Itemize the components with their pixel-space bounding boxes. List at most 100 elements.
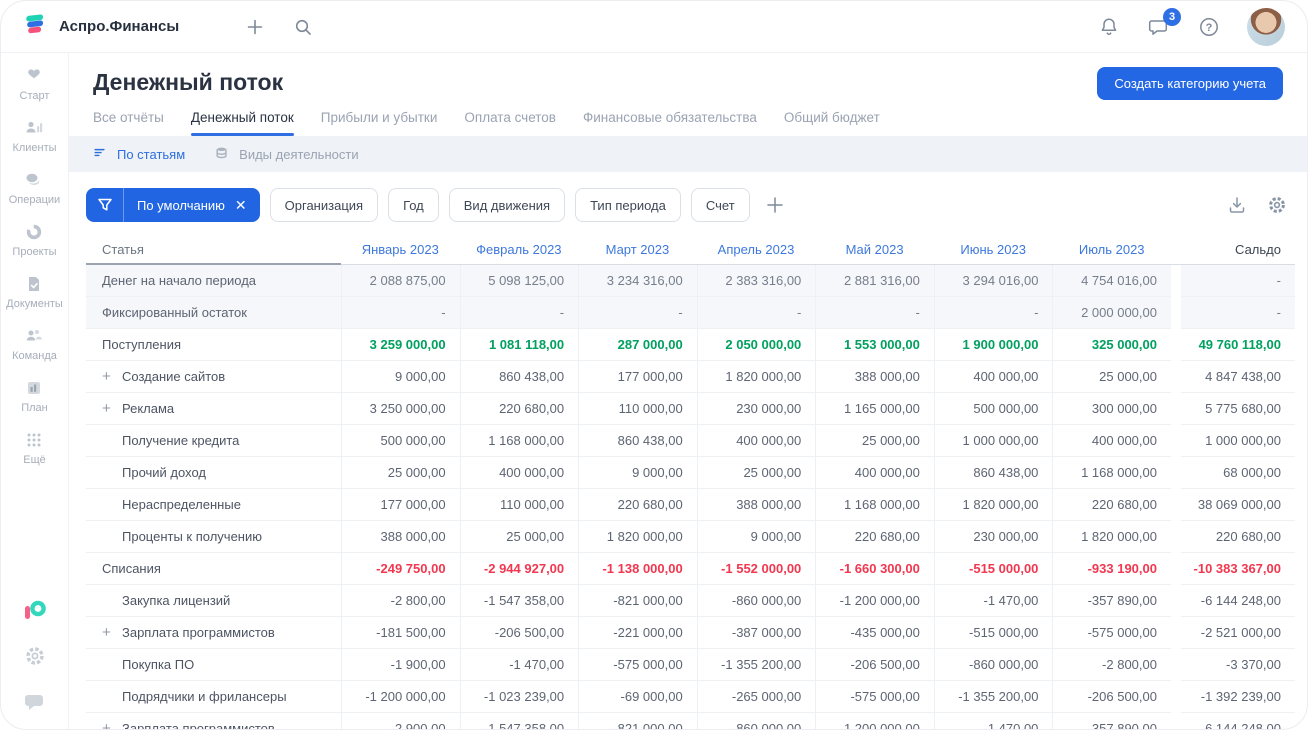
row-label-cell: Денег на начало периода bbox=[86, 265, 341, 297]
filter-chip-5[interactable]: Счет bbox=[690, 188, 750, 222]
brand: Аспро.Финансы bbox=[23, 11, 179, 42]
sidebar-item-3[interactable]: Операции bbox=[6, 169, 63, 206]
sidebar-item-1[interactable]: Старт bbox=[6, 65, 63, 102]
value-cell: -1 023 239,00 bbox=[459, 681, 579, 713]
column-header-month[interactable]: Май 2023 bbox=[815, 235, 934, 265]
table-settings-gear-icon[interactable] bbox=[1267, 195, 1287, 215]
filter-preset-button[interactable]: По умолчанию ✕ bbox=[86, 188, 260, 222]
gutter-cell bbox=[1170, 329, 1181, 361]
value-cell: 860 438,00 bbox=[933, 457, 1053, 489]
sidebar-item-5[interactable]: Документы bbox=[6, 273, 63, 310]
filter-chip-2[interactable]: Год bbox=[388, 188, 439, 222]
gutter-cell bbox=[1170, 649, 1181, 681]
saldo-cell: 49 760 118,00 bbox=[1180, 329, 1295, 361]
value-cell: -1 547 358,00 bbox=[459, 713, 579, 729]
saldo-cell: - bbox=[1180, 297, 1295, 329]
row-label-cell: +Подрядчики и фрилансеры bbox=[86, 681, 341, 713]
row-label: Фиксированный остаток bbox=[102, 305, 247, 320]
column-header-month[interactable]: Июль 2023 bbox=[1052, 235, 1171, 265]
sidebar-item-4[interactable]: Проекты bbox=[6, 221, 63, 258]
value-cell: 9 000,00 bbox=[578, 457, 697, 489]
support-chat-icon[interactable] bbox=[23, 691, 47, 713]
filter-chip-1[interactable]: Организация bbox=[269, 188, 379, 222]
value-cell: -2 800,00 bbox=[1052, 649, 1171, 681]
expand-plus-icon[interactable]: + bbox=[102, 368, 111, 385]
filter-chip-3[interactable]: Вид движения bbox=[448, 188, 566, 222]
aspro-logo-icon[interactable] bbox=[23, 599, 47, 621]
saldo-cell: -6 144 248,00 bbox=[1181, 713, 1295, 729]
gutter-cell bbox=[1170, 713, 1181, 729]
value-cell: 4 754 016,00 bbox=[1052, 265, 1171, 297]
value-cell: 25 000,00 bbox=[341, 457, 460, 489]
table-row: +Покупка ПО-1 900,00-1 470,00-575 000,00… bbox=[86, 649, 1295, 681]
expand-plus-icon[interactable]: + bbox=[102, 400, 111, 417]
sidebar-item-6[interactable]: Команда bbox=[6, 325, 63, 362]
search-icon[interactable] bbox=[293, 17, 313, 37]
tab-2[interactable]: Денежный поток bbox=[190, 110, 294, 136]
row-label-cell: +Получение кредита bbox=[86, 425, 341, 457]
tab-5[interactable]: Финансовые обязательства bbox=[582, 110, 757, 125]
column-header-month[interactable]: Апрель 2023 bbox=[696, 235, 816, 265]
saldo-cell: 220 680,00 bbox=[1180, 521, 1295, 553]
row-label-cell: +Покупка ПО bbox=[86, 649, 341, 681]
add-filter-icon[interactable] bbox=[764, 194, 786, 216]
tab-6[interactable]: Общий бюджет bbox=[783, 110, 880, 125]
expand-plus-icon[interactable]: + bbox=[102, 624, 111, 641]
user-avatar[interactable] bbox=[1247, 7, 1285, 46]
value-cell: 1 168 000,00 bbox=[1052, 457, 1171, 489]
help-icon[interactable]: ? bbox=[1198, 16, 1220, 38]
chat-badge: 3 bbox=[1163, 7, 1181, 26]
notifications-bell-icon[interactable] bbox=[1098, 16, 1120, 38]
saldo-cell: - bbox=[1180, 265, 1295, 297]
filter-chip-4[interactable]: Тип периода bbox=[575, 188, 681, 222]
value-cell: 9 000,00 bbox=[696, 521, 816, 553]
row-label: Проценты к получению bbox=[122, 529, 262, 544]
tab-1[interactable]: Все отчёты bbox=[93, 110, 164, 125]
sidebar-item-label: Документы bbox=[6, 298, 63, 310]
row-label-cell: +Проценты к получению bbox=[86, 521, 341, 553]
filter-preset-close-icon[interactable]: ✕ bbox=[234, 196, 247, 213]
tab-4[interactable]: Оплата счетов bbox=[464, 110, 556, 125]
header-gutter bbox=[1170, 235, 1181, 265]
row-label-cell: + Реклама bbox=[86, 393, 341, 425]
gutter-cell bbox=[1170, 553, 1181, 585]
value-cell: 25 000,00 bbox=[696, 457, 816, 489]
value-cell: -1 552 000,00 bbox=[696, 553, 816, 585]
topbar-actions: 3 ? bbox=[1098, 7, 1285, 46]
download-icon[interactable] bbox=[1227, 195, 1247, 215]
sidebar-item-2[interactable]: Клиенты bbox=[6, 117, 63, 154]
expand-plus-icon[interactable]: + bbox=[102, 720, 111, 729]
row-label-cell: Списания bbox=[86, 553, 341, 585]
value-cell: -69 000,00 bbox=[578, 681, 697, 713]
column-header-month[interactable]: Январь 2023 bbox=[341, 235, 460, 265]
value-cell: -821 000,00 bbox=[578, 585, 697, 617]
subtab-label: По статьям bbox=[117, 146, 186, 162]
create-category-button[interactable]: Создать категорию учета bbox=[1097, 67, 1283, 100]
value-cell: 220 680,00 bbox=[578, 489, 697, 521]
column-header-month[interactable]: Июнь 2023 bbox=[933, 235, 1053, 265]
add-icon[interactable] bbox=[245, 17, 265, 37]
row-label-cell: Фиксированный остаток bbox=[86, 297, 341, 329]
column-header-month[interactable]: Март 2023 bbox=[578, 235, 697, 265]
value-cell: 1 820 000,00 bbox=[696, 361, 816, 393]
sidebar-bottom bbox=[23, 599, 47, 729]
value-cell: - bbox=[459, 297, 579, 329]
chat-icon[interactable]: 3 bbox=[1147, 7, 1181, 38]
value-cell: 400 000,00 bbox=[933, 361, 1053, 393]
value-cell: - bbox=[696, 297, 816, 329]
column-header-month[interactable]: Февраль 2023 bbox=[459, 235, 579, 265]
sidebar-item-7[interactable]: План bbox=[6, 377, 63, 414]
table-row: +Закупка лицензий-2 800,00-1 547 358,00-… bbox=[86, 585, 1295, 617]
saldo-cell: 4 847 438,00 bbox=[1180, 361, 1295, 393]
sidebar-item-label: Команда bbox=[12, 350, 57, 362]
subtab-1[interactable]: По статьям bbox=[93, 146, 185, 162]
svg-text:?: ? bbox=[1206, 22, 1213, 34]
settings-gear-icon[interactable] bbox=[24, 645, 46, 667]
sidebar-item-8[interactable]: Ещё bbox=[6, 429, 63, 466]
gutter-cell bbox=[1170, 521, 1181, 553]
subtab-2[interactable]: Виды деятельности bbox=[215, 146, 359, 162]
value-cell: -265 000,00 bbox=[696, 681, 816, 713]
value-cell: -387 000,00 bbox=[696, 617, 816, 649]
tab-3[interactable]: Прибыли и убытки bbox=[320, 110, 438, 125]
value-cell: -1 138 000,00 bbox=[578, 553, 697, 585]
